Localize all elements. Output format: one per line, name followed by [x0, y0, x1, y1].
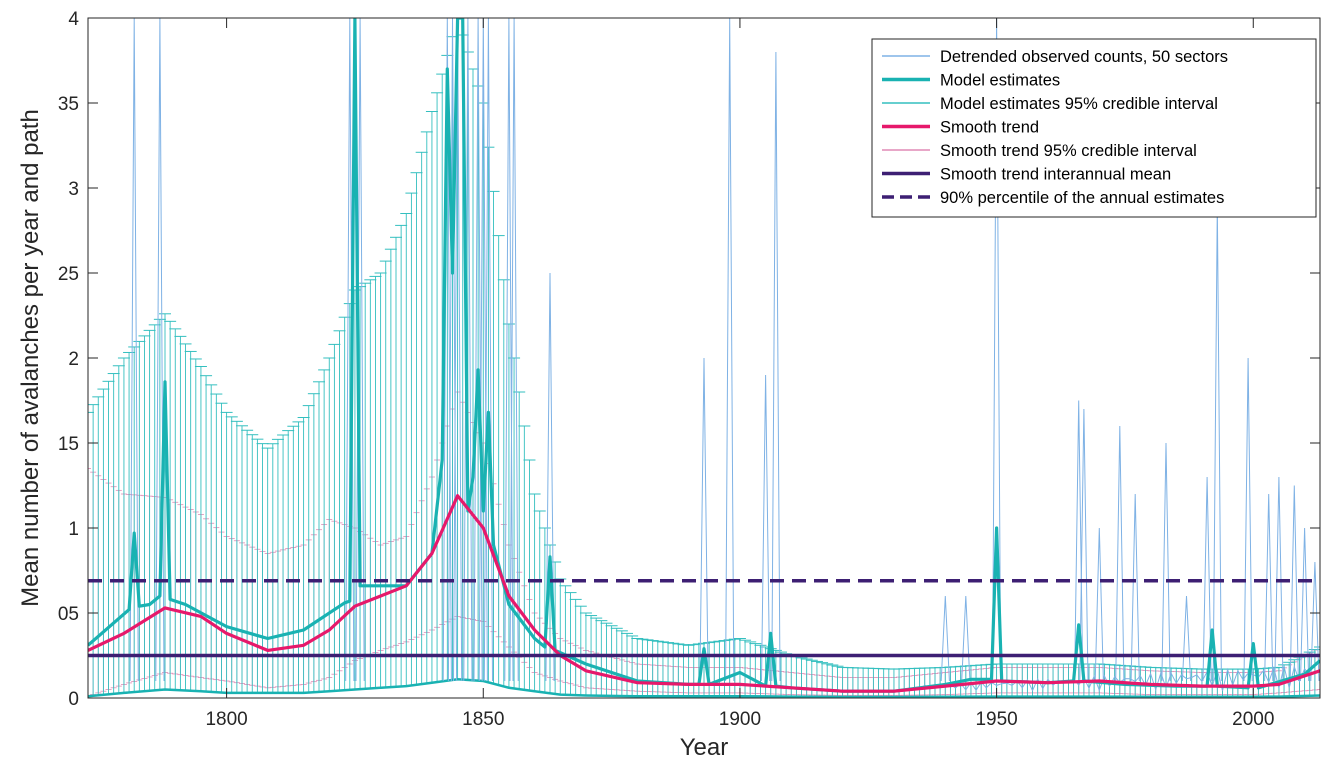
model-ci-lower-line	[88, 678, 1320, 698]
y-axis-title: Mean number of avalanches per year and p…	[17, 109, 44, 607]
observed-spike	[725, 18, 735, 682]
observed-spike	[992, 18, 1002, 682]
y-tick-label: 0	[68, 689, 79, 710]
observed-spike	[1310, 561, 1320, 682]
observed-spike	[509, 18, 519, 682]
x-tick-label: 1950	[975, 709, 1017, 730]
y-tick-label: 3	[68, 179, 79, 200]
observed-spike	[453, 18, 463, 682]
legend-label-observed: Detrended observed counts, 50 sectors	[940, 48, 1228, 66]
legend-box	[871, 38, 1317, 218]
observed-spike	[1181, 595, 1192, 682]
observed-spike	[1130, 493, 1140, 682]
x-axis-title: Year	[680, 734, 729, 761]
observed-spike	[761, 374, 771, 682]
y-tick-label: 4	[68, 9, 79, 30]
legend: Detrended observed counts, 50 sectors Mod…	[871, 38, 1317, 218]
observed-spike	[1274, 476, 1284, 682]
model-credible-interval-bars	[88, 18, 1320, 697]
observed-spike	[1289, 485, 1299, 682]
y-tick-label: 1	[68, 519, 79, 540]
y-tick-label: 15	[58, 434, 79, 455]
legend-label-mean: Smooth trend interannual mean	[940, 166, 1171, 184]
legend-label-trend: Smooth trend	[940, 119, 1039, 137]
observed-spike	[1079, 408, 1089, 682]
observed-spike	[1202, 476, 1212, 682]
observed-spike	[1243, 357, 1253, 682]
observed-spike	[129, 18, 139, 682]
x-tick-label: 1850	[462, 709, 504, 730]
y-tick-label: 25	[58, 264, 79, 285]
legend-label-model: Model estimates	[940, 72, 1060, 90]
observed-spike	[1264, 493, 1274, 682]
legend-label-trend_ci: Smooth trend 95% credible interval	[940, 142, 1197, 160]
observed-spike	[463, 18, 473, 682]
observed-spike	[545, 272, 555, 682]
x-tick-label: 1800	[205, 709, 247, 730]
observed-spike	[961, 595, 971, 682]
observed-spike	[940, 595, 950, 682]
y-tick-label: 05	[58, 604, 79, 625]
x-tick-label: 1900	[719, 709, 761, 730]
legend-label-model_ci: Model estimates 95% credible interval	[940, 95, 1218, 113]
axes: 1800 1850 1900 1950 2000 0 05 1 15 2 25 3 35 4	[58, 9, 1321, 730]
observed-spike	[1300, 527, 1310, 682]
plot-area	[88, 18, 1320, 698]
observed-spike	[771, 51, 781, 682]
x-tick-label: 2000	[1232, 709, 1274, 730]
observed-spike	[1094, 527, 1104, 682]
observed-spike	[699, 357, 709, 682]
y-tick-label: 35	[58, 94, 79, 115]
observed-spike	[1161, 442, 1171, 682]
y-tick-label: 2	[68, 349, 79, 370]
legend-label-p90: 90% percentile of the annual estimates	[940, 189, 1224, 207]
model-estimates-line	[88, 18, 1320, 693]
observed-spike	[1115, 425, 1125, 682]
